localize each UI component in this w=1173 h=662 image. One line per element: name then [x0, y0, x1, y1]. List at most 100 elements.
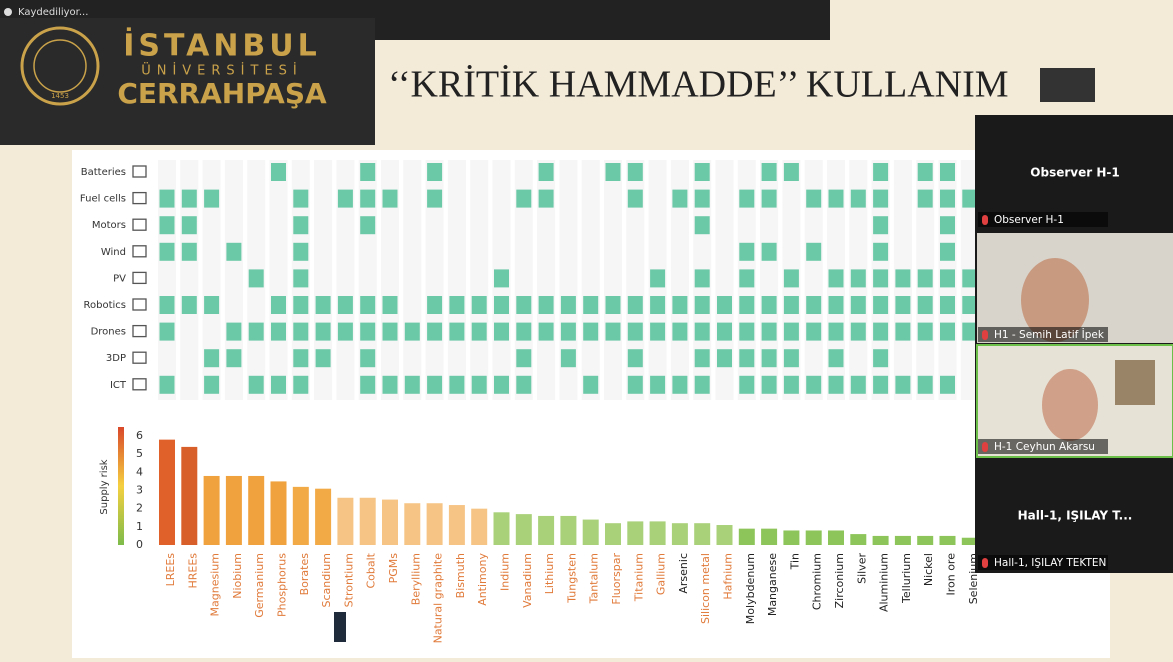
- tile-title: Observer H-1: [1030, 166, 1119, 180]
- bar: [382, 500, 398, 545]
- matrix-cell: [583, 376, 598, 394]
- matrix-cell: [405, 323, 420, 341]
- x-tick-label: Silicon metal: [699, 553, 712, 624]
- matrix-cell: [784, 163, 799, 181]
- x-tick-label: Natural graphite: [432, 553, 445, 644]
- x-tick-label: Fluorspar: [610, 553, 623, 605]
- matrix-cell: [360, 216, 375, 234]
- x-tick-label: Zirconium: [833, 553, 846, 608]
- matrix-cell: [717, 323, 732, 341]
- x-tick-label: LREEs: [164, 553, 177, 587]
- bar: [449, 505, 465, 545]
- row-label: Drones: [91, 327, 126, 338]
- matrix-cell: [360, 323, 375, 341]
- participant-name: H1 - Semih Latif İpek: [994, 328, 1105, 341]
- matrix-cell: [739, 376, 754, 394]
- matrix-cell: [606, 163, 621, 181]
- y-tick-label: 2: [136, 502, 143, 515]
- y-axis-label: Supply risk: [99, 459, 110, 514]
- matrix-cell: [695, 376, 710, 394]
- bar: [494, 512, 510, 545]
- matrix-cell: [918, 269, 933, 287]
- bar: [761, 529, 777, 545]
- slide-title: ‘‘KRİTİK HAMMADDE’’ KULLANIM: [388, 64, 1009, 106]
- x-tick-label: Iron ore: [945, 553, 958, 596]
- matrix-cell: [806, 190, 821, 208]
- bar: [583, 520, 599, 545]
- matrix-cell: [918, 163, 933, 181]
- matrix-cell: [695, 163, 710, 181]
- matrix-cell: [561, 349, 576, 367]
- matrix-cell: [695, 269, 710, 287]
- x-tick-label: Tellurium: [900, 553, 913, 604]
- matrix-cell: [628, 376, 643, 394]
- mic-muted-icon: [982, 558, 988, 568]
- matrix-cell: [182, 216, 197, 234]
- matrix-cell: [472, 376, 487, 394]
- matrix-cell: [561, 296, 576, 314]
- x-tick-label: Hafnium: [722, 553, 735, 600]
- matrix-cell: [918, 323, 933, 341]
- matrix-cell: [829, 349, 844, 367]
- screen: Kaydediliyor... 1453 İSTANBUL ÜNİVERSİTE…: [0, 0, 1173, 662]
- logo-line1: İSTANBUL: [123, 28, 321, 64]
- mic-muted-icon: [982, 330, 988, 340]
- bar: [204, 476, 220, 545]
- matrix-cell: [293, 190, 308, 208]
- matrix-cell: [360, 349, 375, 367]
- matrix-cell: [449, 323, 464, 341]
- bar: [739, 529, 755, 545]
- matrix-cell: [539, 163, 554, 181]
- y-tick-label: 3: [136, 484, 143, 497]
- matrix-cell: [160, 190, 175, 208]
- risk-gradient: [118, 427, 124, 545]
- bar: [337, 498, 353, 545]
- occluder: [1040, 68, 1095, 102]
- matrix-cell: [293, 349, 308, 367]
- matrix-cell: [784, 269, 799, 287]
- bar: [694, 523, 710, 545]
- row-label: Fuel cells: [80, 194, 126, 205]
- matrix-cell: [360, 376, 375, 394]
- matrix-cell: [494, 376, 509, 394]
- x-tick-label: Molybdenum: [744, 553, 757, 624]
- matrix-cell: [539, 296, 554, 314]
- matrix-cell: [940, 296, 955, 314]
- row-label: 3DP: [106, 353, 126, 364]
- tile-title: Hall-1, IŞILAY T...: [1018, 509, 1133, 523]
- bar: [717, 525, 733, 545]
- matrix-cell: [739, 190, 754, 208]
- matrix-cell: [806, 376, 821, 394]
- matrix-cell: [539, 190, 554, 208]
- matrix-cell: [628, 163, 643, 181]
- mic-muted-icon: [982, 442, 988, 452]
- matrix-cell: [316, 349, 331, 367]
- matrix-cell: [650, 376, 665, 394]
- matrix-cell: [494, 269, 509, 287]
- matrix-cell: [160, 296, 175, 314]
- matrix-cell: [606, 323, 621, 341]
- matrix-cell: [762, 190, 777, 208]
- matrix-cell: [940, 269, 955, 287]
- matrix-cell: [895, 296, 910, 314]
- x-tick-label: Gallium: [655, 553, 668, 595]
- matrix-cell: [762, 376, 777, 394]
- matrix-cell: [516, 376, 531, 394]
- bar: [404, 503, 420, 545]
- matrix-cell: [226, 323, 241, 341]
- matrix-cell: [561, 323, 576, 341]
- matrix-cell: [271, 323, 286, 341]
- bar: [271, 481, 287, 545]
- matrix-cell: [405, 376, 420, 394]
- matrix-cell: [650, 269, 665, 287]
- matrix-cell: [695, 190, 710, 208]
- matrix-cell: [940, 216, 955, 234]
- matrix-cell: [271, 376, 286, 394]
- matrix-cell: [628, 296, 643, 314]
- bar: [471, 509, 487, 545]
- matrix-cell: [427, 163, 442, 181]
- matrix-cell: [873, 243, 888, 261]
- column-stripe: [582, 160, 600, 400]
- bar: [181, 447, 197, 545]
- matrix-cell: [695, 296, 710, 314]
